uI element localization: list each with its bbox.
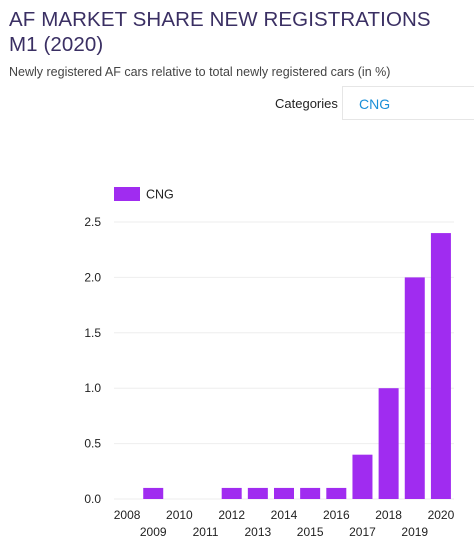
x-tick-label: 2014 (271, 508, 298, 522)
y-tick-label: 0.5 (84, 437, 101, 451)
categories-select[interactable]: CNG (342, 86, 474, 120)
bar-2012[interactable] (221, 487, 242, 499)
bar-2016[interactable] (326, 487, 347, 499)
y-tick-label: 1.0 (84, 381, 101, 395)
legend[interactable]: CNG (114, 187, 174, 202)
bar-2020[interactable] (430, 233, 451, 499)
bar-2009[interactable] (143, 487, 164, 499)
x-tick-label: 2011 (193, 525, 219, 539)
bar-2015[interactable] (300, 487, 321, 499)
y-tick-label: 0.0 (84, 492, 101, 506)
x-tick-label: 2008 (114, 508, 141, 522)
categories-label: Categories (275, 96, 338, 111)
x-tick-label: 2020 (428, 508, 455, 522)
bar-2013[interactable] (247, 487, 268, 499)
bar-2014[interactable] (274, 487, 294, 499)
x-tick-label: 2013 (244, 525, 271, 539)
y-axis: 0.0 0.5 1.0 1.5 2.0 2.5 (84, 215, 101, 506)
y-tick-label: 1.5 (84, 326, 101, 340)
x-tick-label: 2009 (140, 525, 167, 539)
x-tick-label: 2019 (401, 525, 428, 539)
legend-label: CNG (146, 188, 174, 202)
grid-lines (114, 221, 454, 500)
x-tick-label: 2018 (375, 508, 402, 522)
bar-2018[interactable] (378, 388, 399, 499)
legend-swatch (114, 187, 140, 201)
chart-title: AF MARKET SHARE NEW REGISTRATIONS M1 (20… (9, 8, 431, 56)
bar-2019[interactable] (404, 277, 425, 499)
x-tick-label: 2012 (218, 508, 245, 522)
x-tick-label: 2015 (297, 525, 324, 539)
x-tick-label: 2016 (323, 508, 350, 522)
chart-subtitle: Newly registered AF cars relative to tot… (9, 65, 391, 79)
x-tick-label: 2017 (349, 525, 376, 539)
x-tick-label: 2010 (166, 508, 193, 522)
bar-2017[interactable] (352, 454, 373, 499)
bar-series (143, 233, 451, 499)
categories-selected-value: CNG (359, 96, 391, 112)
bar-chart: 0.00.51.01.52.02.5 200820092010201120122… (84, 187, 455, 539)
y-tick-label: 2.0 (84, 270, 101, 284)
y-tick-label: 2.5 (84, 215, 101, 229)
